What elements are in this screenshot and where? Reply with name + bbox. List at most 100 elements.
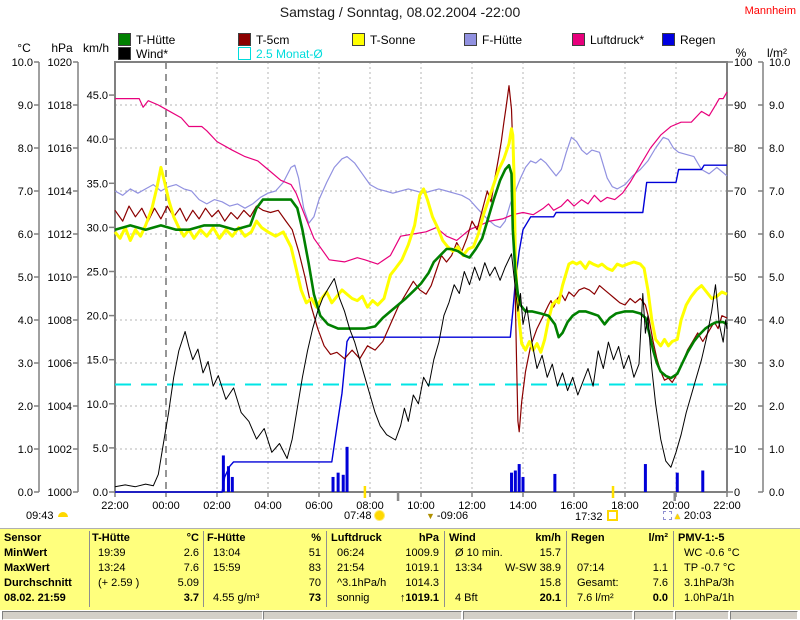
x-axis-label: 14:00 bbox=[509, 500, 537, 512]
status-bar-panel bbox=[463, 611, 633, 620]
status-bar bbox=[0, 611, 800, 620]
table-col-header: PMV-1:-5 bbox=[678, 532, 725, 544]
legend-label: T-Hütte bbox=[136, 32, 176, 47]
table-cell-text: 15:59 bbox=[213, 562, 241, 574]
table-cell-value: 15.8 bbox=[539, 577, 561, 589]
axis-tick-label-hpa: 1018 bbox=[48, 100, 72, 112]
table-cell-text: 3.1hPa/3h bbox=[684, 577, 735, 589]
x-axis-label: 10:00 bbox=[407, 500, 435, 512]
table-cell-value: 20.1 bbox=[539, 592, 561, 604]
table-col-header: Luftdruck bbox=[331, 532, 382, 544]
table-cell-text: Gesamt: bbox=[577, 577, 619, 589]
axis-tick-label-lpm2: 10.0 bbox=[769, 57, 790, 69]
legend-swatch-icon bbox=[118, 47, 131, 60]
axis-tick-label-hpa: 1010 bbox=[48, 272, 72, 284]
axis-tick-label-kmh: 25.0 bbox=[87, 266, 108, 278]
legend-swatch-icon bbox=[238, 47, 251, 60]
x-axis-label: 06:00 bbox=[305, 500, 333, 512]
status-bar-panel bbox=[634, 611, 674, 620]
table-cell-text: 13:04 bbox=[213, 547, 241, 559]
legend-label: Luftdruck* bbox=[590, 32, 645, 47]
table-cell-value: 15.7 bbox=[539, 547, 561, 559]
axis-tick-label-pct: 70 bbox=[734, 186, 746, 198]
table-row-label: MaxWert bbox=[4, 562, 50, 574]
table-col-header: T-Hütte bbox=[92, 532, 130, 544]
sun-duration-label: 09:43 bbox=[26, 510, 68, 522]
table-col-unit: °C bbox=[186, 532, 199, 544]
axis-tick-label-pct: 50 bbox=[734, 272, 746, 284]
station-label: Mannheim bbox=[744, 5, 796, 17]
rain-bar bbox=[336, 472, 340, 492]
rain-bar bbox=[510, 472, 514, 492]
rain-bar bbox=[521, 476, 525, 492]
table-cell-value: 5.09 bbox=[177, 577, 199, 589]
table-cell-text: TP -0.7 °C bbox=[684, 562, 736, 574]
table-cell-value: 1019.1 bbox=[405, 562, 439, 574]
table-cell-value: ↑1019.1 bbox=[399, 592, 439, 604]
axis-tick-label-degC: 3.0 bbox=[18, 358, 33, 370]
axis-tick-label-kmh: 0.0 bbox=[93, 487, 108, 499]
moonrise-label: ▲ 20:03 bbox=[663, 510, 711, 522]
axis-tick-label-degC: 1.0 bbox=[18, 444, 33, 456]
x-axis-label: 20:00 bbox=[662, 500, 690, 512]
axis-tick-label-hpa: 1020 bbox=[48, 57, 72, 69]
table-cell-value: 1014.3 bbox=[405, 577, 439, 589]
axis-tick-label-kmh: 35.0 bbox=[87, 178, 108, 190]
axis-tick-label-kmh: 20.0 bbox=[87, 311, 108, 323]
legend-item-t-sonne: T-Sonne bbox=[352, 32, 416, 47]
rain-bar bbox=[331, 476, 335, 492]
legend-swatch-icon bbox=[118, 33, 131, 46]
axis-header-lpm2: l/m² bbox=[767, 46, 787, 60]
x-axis-label: 22:00 bbox=[713, 500, 741, 512]
table-cell-value: 7.6 bbox=[183, 562, 199, 574]
series-regen-summe bbox=[115, 164, 727, 493]
sunset-icon bbox=[606, 510, 618, 521]
status-bar-panel bbox=[263, 611, 462, 620]
axis-tick-label-lpm2: 0.0 bbox=[769, 487, 784, 499]
axis-tick-label-hpa: 1004 bbox=[48, 401, 72, 413]
axis-tick-label-degC: 5.0 bbox=[18, 272, 33, 284]
rain-bar bbox=[517, 464, 521, 492]
page-title: Samstag / Sonntag, 08.02.2004 -22:00 bbox=[279, 4, 521, 20]
table-row-label: Sensor bbox=[4, 532, 42, 544]
rain-bar bbox=[221, 455, 225, 492]
table-cell-value: 3.7 bbox=[183, 592, 199, 604]
up-arrow-icon: ▲ bbox=[673, 511, 682, 521]
sunset-label: 17:32 bbox=[575, 510, 618, 523]
legend-label: 2.5 Monat-Ø bbox=[256, 46, 323, 61]
table-cell-text: sonnig bbox=[337, 592, 370, 604]
table-cell-text: 19:39 bbox=[98, 547, 126, 559]
table-cell-value: 1.1 bbox=[652, 562, 668, 574]
axis-tick-label-hpa: 1006 bbox=[48, 358, 72, 370]
table-cell-value: 0.0 bbox=[652, 592, 668, 604]
axis-tick-label-pct: 90 bbox=[734, 100, 746, 112]
table-cell-text: WC -0.6 °C bbox=[684, 547, 740, 559]
rain-bar bbox=[675, 472, 679, 492]
legend-label: T-Sonne bbox=[370, 32, 416, 47]
rain-bar bbox=[513, 470, 517, 492]
axis-tick-label-pct: 40 bbox=[734, 315, 746, 327]
axis-tick-label-pct: 30 bbox=[734, 358, 746, 370]
axis-tick-label-lpm2: 1.0 bbox=[769, 444, 784, 456]
axis-tick-label-hpa: 1000 bbox=[48, 487, 72, 499]
legend-item-t-h-tte: T-Hütte bbox=[118, 32, 176, 47]
table-cell-value: 73 bbox=[308, 592, 321, 604]
legend-swatch-icon bbox=[352, 33, 365, 46]
axis-header-pct: % bbox=[736, 46, 747, 60]
legend-label: F-Hütte bbox=[482, 32, 523, 47]
legend-item-2-5-monat-: 2.5 Monat-Ø bbox=[238, 46, 323, 61]
table-row-label: 08.02. 21:59 bbox=[4, 592, 66, 604]
x-axis-label: 22:00 bbox=[101, 500, 129, 512]
table-cell-text: 21:54 bbox=[337, 562, 365, 574]
rain-bar bbox=[230, 476, 234, 492]
table-cell-value: 1009.9 bbox=[405, 547, 439, 559]
table-col-header: F-Hütte bbox=[207, 532, 246, 544]
table-cell-text: 4 Bft bbox=[455, 592, 478, 604]
axis-tick-label-kmh: 5.0 bbox=[93, 443, 108, 455]
axis-header-hpa: hPa bbox=[51, 41, 73, 55]
axis-tick-label-hpa: 1012 bbox=[48, 229, 72, 241]
legend-label: Regen bbox=[680, 32, 716, 47]
axis-tick-label-hpa: 1014 bbox=[48, 186, 72, 198]
x-axis-label: 18:00 bbox=[611, 500, 639, 512]
